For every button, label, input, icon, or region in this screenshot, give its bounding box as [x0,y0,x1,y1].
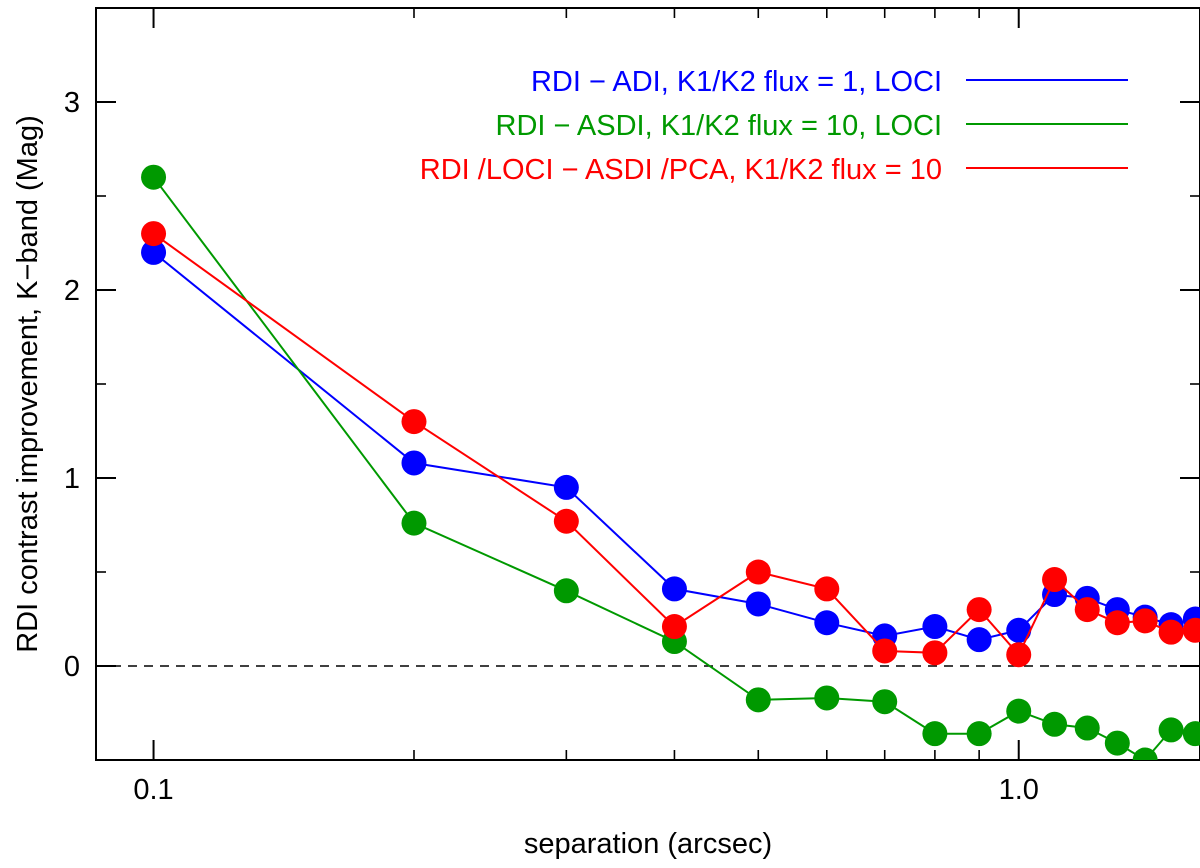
data-point [814,685,840,711]
legend-label: RDI /LOCI − ASDI /PCA, K1/K2 flux = 10 [420,154,942,186]
data-point [922,721,948,747]
data-point [1182,617,1200,643]
y-axis-label: RDI contrast improvement, K−band (Mag) [12,115,44,653]
data-point [1074,597,1100,623]
data-point [1132,747,1158,760]
data-point [966,721,992,747]
data-point [922,640,948,666]
data-point [1104,730,1130,756]
data-point [966,627,992,653]
data-point [1104,610,1130,636]
y-tick-label: 0 [64,651,80,683]
data-point [141,239,167,265]
data-point [745,591,771,617]
y-tick-label: 3 [64,87,80,119]
data-point [1158,619,1184,645]
legend-label: RDI − ADI, K1/K2 flux = 1, LOCI [531,66,942,98]
data-point [966,597,992,623]
data-point [553,578,579,604]
series-1 [141,239,1200,653]
data-point [661,614,687,640]
data-point [872,638,898,664]
data-point [401,409,427,435]
legend-entry: RDI − ASDI, K1/K2 flux = 10, LOCI [496,110,1128,142]
x-tick-label: 0.1 [133,774,173,806]
data-point [922,614,948,640]
data-point [1042,567,1068,593]
y-tick-label: 1 [64,463,80,495]
data-point [1006,698,1032,724]
data-point [141,221,167,247]
series-line [152,251,1196,641]
y-tick-label: 2 [64,275,80,307]
data-point [401,510,427,536]
data-point [814,610,840,636]
x-tick-label: 1.0 [999,774,1039,806]
data-point [872,689,898,715]
data-point [401,450,427,476]
series-3 [141,221,1200,668]
data-point [1074,715,1100,741]
data-point [141,164,167,190]
series-2 [141,164,1200,760]
data-point [745,559,771,585]
data-point [814,576,840,602]
data-point [1042,711,1068,737]
data-point [1006,617,1032,643]
data-point [1158,717,1184,743]
data-point [553,474,579,500]
data-point [553,508,579,534]
series-line [152,176,1196,760]
legend-label: RDI − ASDI, K1/K2 flux = 10, LOCI [496,110,942,142]
data-point [1006,642,1032,668]
legend-entry: RDI /LOCI − ASDI /PCA, K1/K2 flux = 10 [420,154,1128,186]
legend-entry: RDI − ADI, K1/K2 flux = 1, LOCI [531,66,1128,98]
x-axis-label: separation (arcsec) [524,828,772,860]
data-point [1132,608,1158,634]
series-line [152,232,1196,657]
data-point [1182,721,1200,747]
data-point [661,576,687,602]
data-point [745,687,771,713]
